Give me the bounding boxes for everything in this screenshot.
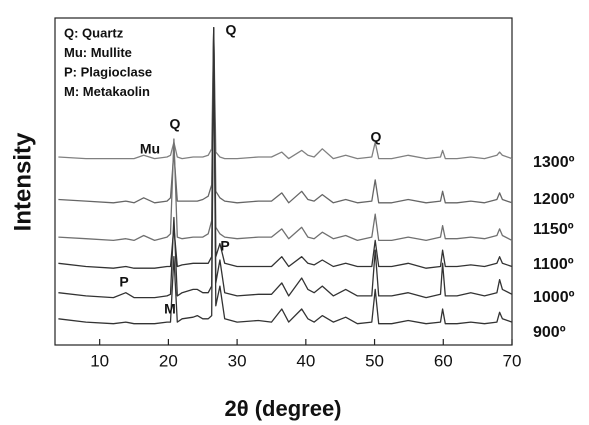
peak-annotation: P [119, 274, 128, 290]
x-axis-label: 2θ (degree) [224, 396, 341, 421]
legend-text: P: Plagioclase [64, 64, 152, 79]
peak-annotation: M [164, 301, 176, 317]
peak-annotation: Q [170, 116, 181, 132]
legend-text: Q: Quartz [64, 25, 124, 40]
x-tick-label: 60 [434, 351, 453, 370]
series-label: 1300º [533, 154, 575, 171]
series-line [58, 27, 513, 242]
peak-annotation: Q [226, 22, 237, 38]
series-label: 1000º [533, 289, 575, 306]
legend-text: Mu: Mullite [64, 45, 132, 60]
x-tick-label: 20 [159, 351, 178, 370]
series-line [58, 27, 513, 160]
x-tick-label: 70 [503, 351, 522, 370]
x-tick-label: 50 [365, 351, 384, 370]
series-label: 1200º [533, 191, 575, 208]
plot-frame [54, 17, 513, 346]
peak-annotation: Q [371, 129, 382, 145]
y-axis-label: Intensity [9, 132, 36, 231]
legend-text: M: Metakaolin [64, 84, 150, 99]
series-line [58, 27, 513, 204]
series-label: 900º [533, 324, 566, 341]
x-tick-label: 30 [228, 351, 247, 370]
x-tick-label: 40 [296, 351, 315, 370]
x-tick-label: 10 [90, 351, 109, 370]
series-line [58, 27, 513, 299]
series-label: 1100º [533, 256, 574, 273]
peak-annotation: Mu [140, 141, 160, 157]
series-line [58, 27, 513, 269]
peak-annotation: P [220, 238, 229, 254]
series-line [58, 30, 513, 325]
series-label: 1150º [533, 221, 574, 238]
